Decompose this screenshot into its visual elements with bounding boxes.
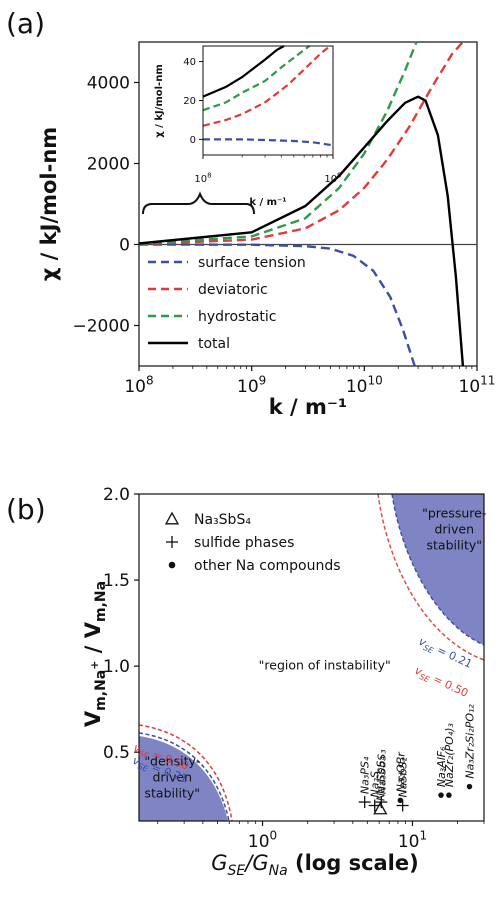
legend-label-plus: sulfide phases (194, 535, 294, 551)
svg-text:vSE = 0.50: vSE = 0.50 (412, 664, 470, 702)
panel-a-x-tick-label: 1010 (346, 373, 383, 397)
panel-b-y-tick-label: 1.5 (103, 571, 130, 591)
legend-label-total: total (198, 336, 230, 352)
left-vse-0.21-curve (138, 732, 230, 822)
panel-a-legend: surface tension deviatoric hydrostatic tota… (148, 255, 306, 352)
panel-a-x-tick-label: 1011 (459, 373, 496, 397)
inset-series-deviatoric (202, 45, 331, 127)
data-point-label: Na₃Zr₂Si₂PO₁₂ (463, 704, 476, 779)
panel-b-label: (b) (6, 493, 46, 526)
inset-y-tick-label: 40 (183, 57, 196, 68)
panel-a-plot-frame (138, 41, 478, 367)
data-point-triangle (373, 801, 388, 815)
panel-a-series-surface-tension (138, 243, 416, 367)
panel-b-x-axis-label: GSE/GNa (log scale) (211, 851, 418, 879)
data-point-plus (358, 796, 371, 809)
data-point-label: Na₃SbS₄ (374, 756, 387, 801)
data-point-label: NaZr₂(PO₄)₃ (443, 722, 456, 787)
inset-y-tick-label: 0 (190, 135, 196, 146)
legend-marker-dot (168, 561, 176, 569)
pressure-driven-label: "pressure-driven stability" (422, 506, 486, 553)
left-vse-0.50-curve (138, 724, 233, 822)
panel-b-legend: Na₃SbS₄ sulfide phases other Na compounds (164, 511, 341, 574)
data-point-label: Na₂S (369, 771, 382, 797)
legend-label-surface-tension: surface tension (198, 255, 306, 271)
panel-b-y-tick-label: 2.0 (103, 485, 130, 505)
panel-a-label: (a) (6, 7, 45, 40)
data-point-dot (397, 797, 404, 804)
density-driven-label: "density-driven stability" (144, 753, 200, 800)
data-point-label: NaSbS₂ (397, 757, 410, 798)
inset-x-tick-label: 108 (194, 172, 211, 186)
right-vse-0.21-curve (391, 493, 485, 646)
panel-a-x-tick-label: 108 (124, 373, 153, 397)
data-point-plus (396, 799, 409, 812)
legend-label-hydrostatic: hydrostatic (198, 309, 277, 325)
panel-b-y-tick-label: 0.5 (103, 743, 130, 763)
legend-label-triangle: Na₃SbS₄ (194, 512, 251, 528)
data-point-label: Na₃PS₄ (359, 756, 372, 794)
data-point-dot (438, 792, 444, 798)
data-point-dot (466, 783, 473, 790)
panel-a-y-tick-label: 0 (119, 236, 130, 256)
panel-a-brace (142, 191, 255, 215)
instability-region-label: "region of instability" (259, 658, 391, 673)
legend-marker-triangle (164, 511, 180, 525)
data-point-label: Na₃SbS₃ (375, 749, 388, 794)
panel-a-y-tick-label: −2000 (72, 317, 130, 337)
data-point-label: Na₃AlF₆ (435, 746, 448, 787)
legend-marker-plus (166, 536, 178, 548)
panel-b-plot-frame (138, 493, 485, 822)
inset-x-axis-label: k / m⁻¹ (249, 197, 286, 208)
svg-text:vSE = 0.21: vSE = 0.21 (416, 635, 474, 673)
panel-a-y-tick-label: 4000 (87, 74, 130, 94)
inset-y-axis-label: χ / kJ/mol-nm (154, 64, 165, 138)
right-vse-0.50-label: vSE = 0.50 (412, 664, 470, 702)
panel-a-y-axis-label: χ / kJ/mol-nm (37, 127, 61, 281)
panel-b-y-tick-label: 1.0 (103, 657, 130, 677)
inset-series-total (202, 45, 285, 98)
data-point-dot (446, 792, 452, 798)
density-driven-stability-region (139, 736, 228, 821)
right-vse-0.50-curve (377, 493, 485, 661)
panel-a-series-total (138, 95, 465, 367)
inset-y-tick-label: 20 (183, 96, 196, 107)
panel-a-x-axis-label: k / m⁻¹ (269, 395, 347, 419)
pressure-driven-stability-region (392, 494, 484, 645)
inset-series-surface-tension (203, 138, 334, 147)
panel-a-series-deviatoric (138, 41, 464, 246)
panel-a-x-tick-label: 109 (237, 373, 266, 397)
panel-b-x-tick-label: 101 (398, 828, 427, 852)
inset-x-tick-label: 109 (324, 172, 341, 186)
panel-a-series-hydrostatic (138, 41, 418, 246)
data-point-label: Na₃OBr (394, 751, 407, 793)
right-vse-0.21-label: vSE = 0.21 (416, 635, 474, 673)
panel-b-x-tick-label: 100 (248, 828, 277, 852)
inset-series-hydrostatic (202, 45, 311, 112)
legend-label-dot: other Na compounds (194, 558, 341, 574)
panel-a-y-tick-label: 2000 (87, 155, 130, 175)
legend-label-deviatoric: deviatoric (198, 282, 268, 298)
panel-b-y-axis-label: Vm,Na+ / Vm,Na (81, 581, 109, 727)
